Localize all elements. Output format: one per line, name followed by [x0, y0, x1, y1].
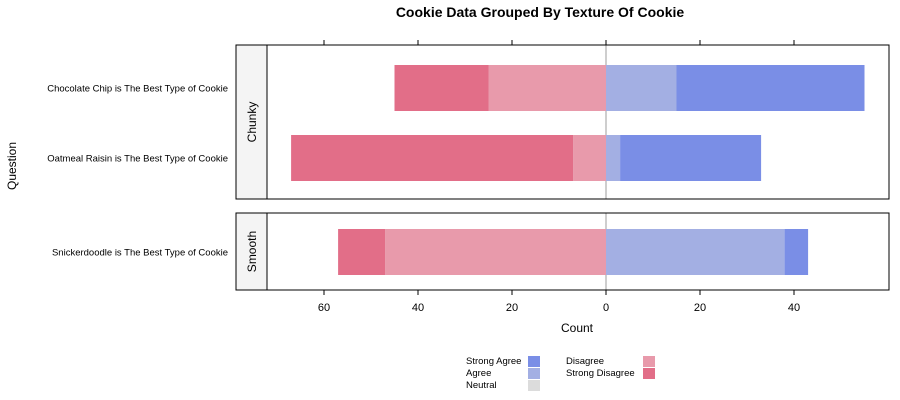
- legend-label-disagree: Disagree: [566, 356, 604, 367]
- panel-strip-label: Smooth: [245, 231, 259, 272]
- bar-segment-strong-disagree: [291, 135, 574, 181]
- bar-segment-agree: [606, 65, 677, 111]
- question-label: Chocolate Chip is The Best Type of Cooki…: [47, 84, 228, 95]
- panel-strip-label: Chunky: [245, 102, 259, 143]
- legend-swatch-disagree: [643, 356, 655, 367]
- panels: Chunky Chocolate Chip is The Best Type of…: [47, 44, 890, 291]
- x-tick-label: 0: [603, 302, 609, 314]
- x-tick-label: 20: [506, 302, 518, 314]
- x-tick-label: 40: [412, 302, 424, 314]
- bar-segment-strong-disagree: [338, 229, 386, 275]
- x-tick-label: 60: [318, 302, 330, 314]
- x-tick-label: 20: [694, 302, 706, 314]
- bar-segment-strong-agree: [676, 65, 865, 111]
- bar-segment-disagree: [385, 229, 606, 275]
- bar-segment-agree: [606, 229, 785, 275]
- legend-swatch-strong-agree: [528, 356, 540, 367]
- legend-label-strong-disagree: Strong Disagree: [566, 368, 635, 379]
- legend-swatch-neutral: [528, 380, 540, 391]
- bar-segment-strong-disagree: [394, 65, 489, 111]
- x-axis-label: Count: [561, 321, 594, 335]
- bar-segment-agree: [606, 135, 621, 181]
- panel-frame: [235, 44, 890, 200]
- x-axis: 60 40 20 0 20 40: [318, 40, 800, 314]
- bar-segment-strong-agree: [620, 135, 762, 181]
- bar-segment-strong-agree: [784, 229, 809, 275]
- bar-segment-disagree: [573, 135, 606, 181]
- panel-chunky: Chunky Chocolate Chip is The Best Type of…: [47, 44, 890, 200]
- question-label: Snickerdoodle is The Best Type of Cookie: [52, 248, 228, 259]
- panel-strip: [235, 44, 268, 200]
- panel-smooth: Smooth Snickerdoodle is The Best Type of …: [52, 212, 890, 291]
- legend-label-agree: Agree: [466, 368, 491, 379]
- question-label: Oatmeal Raisin is The Best Type of Cooki…: [47, 154, 228, 165]
- bar-segment-disagree: [488, 65, 606, 111]
- legend-swatch-strong-disagree: [643, 368, 655, 379]
- chart-title: Cookie Data Grouped By Texture Of Cookie: [396, 4, 685, 20]
- legend-swatch-agree: [528, 368, 540, 379]
- x-tick-label: 40: [788, 302, 800, 314]
- y-axis-label: Question: [5, 142, 19, 190]
- panel-frame: [235, 212, 890, 291]
- legend-label-neutral: Neutral: [466, 380, 497, 391]
- legend-label-strong-agree: Strong Agree: [466, 356, 521, 367]
